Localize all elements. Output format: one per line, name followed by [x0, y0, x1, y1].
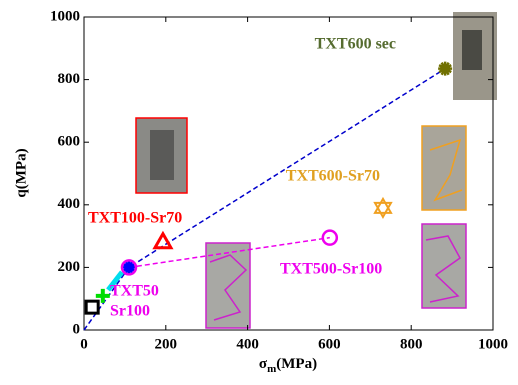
y-tick-label: 600 — [58, 134, 81, 150]
x-label-subscript: m — [267, 363, 276, 375]
x-label-symbol: σ — [259, 356, 268, 372]
x-tick-label: 800 — [400, 336, 423, 352]
annotation: Sr100 — [110, 303, 150, 320]
x-tick-label: 200 — [155, 336, 178, 352]
y-tick-label: 0 — [73, 321, 81, 337]
x-label-unit: (MPa) — [276, 356, 317, 372]
photo-crack — [429, 138, 463, 202]
y-tick-label: 800 — [58, 71, 81, 87]
y-tick-label: 200 — [58, 259, 81, 275]
annotation: TXT100-Sr70 — [88, 210, 182, 227]
photo — [205, 242, 251, 329]
y-axis-label: q(MPa) — [13, 148, 29, 197]
marker-square — [84, 299, 100, 315]
x-axis-label: σm(MPa) — [259, 356, 317, 374]
y-tick-label: 400 — [58, 196, 81, 212]
x-tick-label: 400 — [236, 336, 259, 352]
photo — [421, 223, 467, 309]
photo-detail — [150, 130, 174, 180]
annotation: TXT600 sec — [315, 36, 396, 53]
specimen-photos — [135, 12, 497, 329]
trend-line — [128, 236, 330, 269]
marker-circle — [120, 259, 138, 276]
marker-asterisk — [121, 260, 136, 275]
marker-hexagram — [373, 196, 393, 219]
y-tick-label: 1000 — [50, 8, 80, 24]
x-tick-label: 0 — [80, 336, 88, 352]
x-tick-label: 1000 — [478, 336, 508, 352]
annotation: TXT500-Sr100 — [280, 261, 382, 278]
annotation: TXT600-Sr70 — [286, 168, 380, 185]
marker-asterisk — [438, 61, 453, 76]
photo-detail — [462, 30, 482, 70]
marker-plus — [95, 288, 110, 303]
x-tick-label: 600 — [318, 336, 341, 352]
photo-crack — [209, 254, 248, 321]
annotation: TXT50 — [110, 283, 159, 300]
marker-triangle — [152, 230, 174, 250]
photo-crack — [425, 235, 461, 303]
marker-circle — [321, 229, 339, 246]
marker-segment — [106, 270, 125, 292]
plot-frame — [83, 16, 494, 331]
